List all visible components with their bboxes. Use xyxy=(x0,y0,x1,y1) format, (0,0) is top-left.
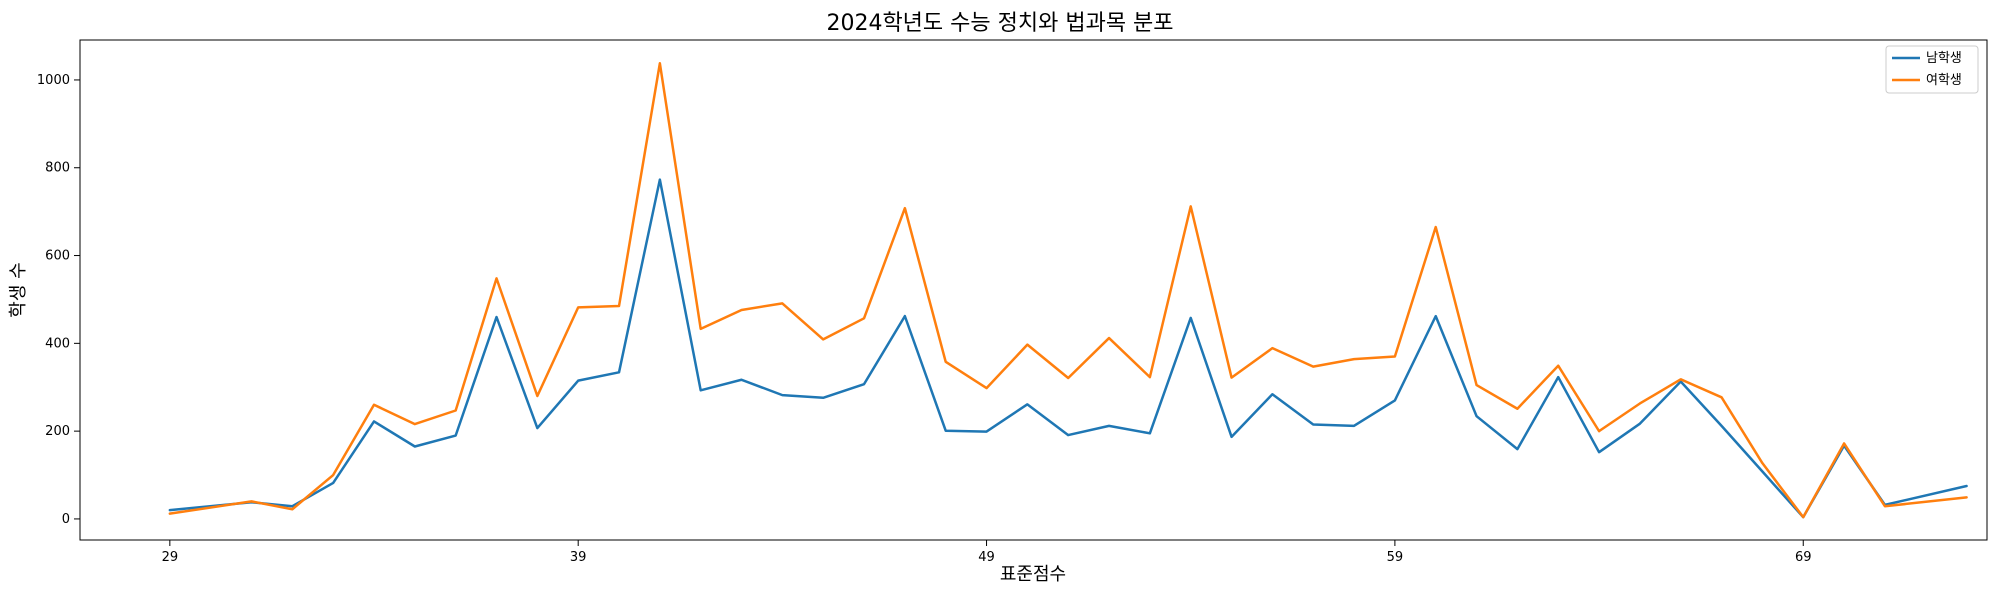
series-line-0 xyxy=(170,180,1967,518)
x-tick-label: 49 xyxy=(978,550,995,565)
y-axis: 0 200 400 600 800 1000 xyxy=(37,73,80,527)
plot-frame xyxy=(80,40,1987,540)
chart-title: 2024학년도 수능 정치와 법과목 분포 xyxy=(826,11,1173,36)
series-line-1 xyxy=(170,63,1967,517)
y-tick-label: 600 xyxy=(45,249,70,264)
legend: 남학생 여학생 xyxy=(1886,46,1978,93)
legend-label-female: 여학생 xyxy=(1926,73,1962,88)
x-tick-label: 59 xyxy=(1387,550,1404,565)
x-tick-label: 29 xyxy=(162,550,179,565)
x-axis-label: 표준점수 xyxy=(1000,564,1066,585)
series-0 xyxy=(170,180,1967,518)
y-axis-label: 학생 수 xyxy=(8,262,29,317)
x-tick-label: 69 xyxy=(1795,550,1812,565)
legend-label-male: 남학생 xyxy=(1926,51,1962,66)
y-tick-label: 1000 xyxy=(37,73,70,88)
y-tick-label: 400 xyxy=(45,336,70,351)
y-tick-label: 0 xyxy=(62,512,70,527)
series-group xyxy=(170,63,1967,517)
x-tick-label: 39 xyxy=(570,550,587,565)
y-tick-label: 800 xyxy=(45,161,70,176)
y-tick-label: 200 xyxy=(45,424,70,439)
x-axis: 29 39 49 59 69 xyxy=(162,540,1812,565)
series-1 xyxy=(170,63,1967,517)
